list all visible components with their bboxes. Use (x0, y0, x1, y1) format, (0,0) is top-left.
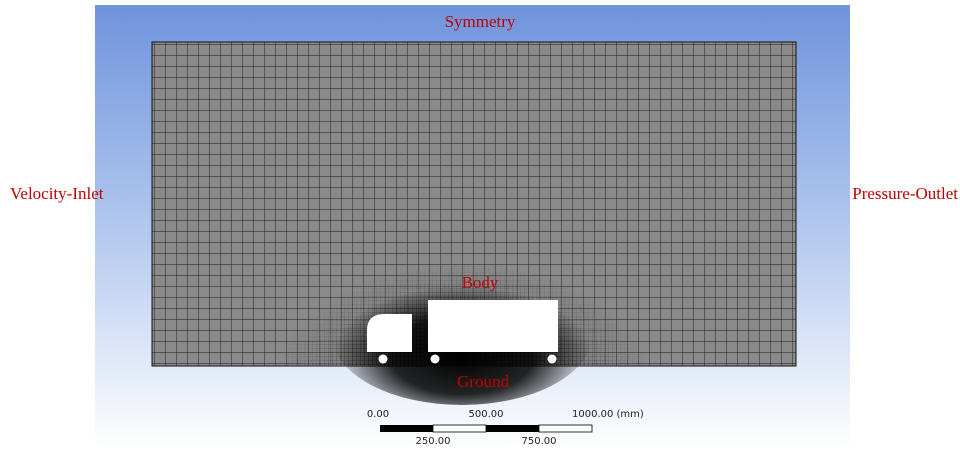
boundary-label: Velocity-Inlet (10, 184, 104, 203)
scale-label: 1000.00 (mm) (572, 409, 644, 420)
mesh-view: Symmetry Velocity-Inlet Pressure-Outlet … (0, 0, 960, 450)
wheel (548, 355, 557, 364)
boundary-label: Body (462, 273, 499, 292)
scale-segment (539, 425, 592, 432)
scale-segment (486, 425, 539, 432)
boundary-label: Symmetry (445, 12, 516, 31)
vehicle-cab (367, 314, 412, 352)
scale-label: 0.00 (367, 409, 389, 420)
scale-label: 750.00 (522, 436, 557, 447)
page: Symmetry Velocity-Inlet Pressure-Outlet … (0, 0, 960, 450)
scale-label: 500.00 (469, 409, 504, 420)
boundary-label: Pressure-Outlet (852, 184, 958, 203)
scale-label: 250.00 (416, 436, 451, 447)
wheel (431, 355, 440, 364)
scale-segment (380, 425, 433, 432)
wheel (379, 355, 388, 364)
boundary-label: Ground (457, 372, 509, 391)
scale-segment (433, 425, 486, 432)
vehicle-box (428, 300, 558, 352)
